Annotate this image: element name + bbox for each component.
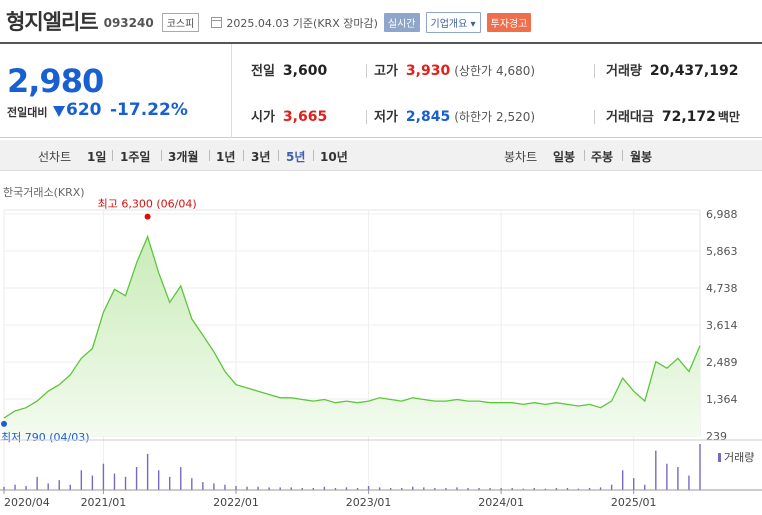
- lower-limit-value: 2,520): [496, 110, 536, 124]
- stock-header: 형지엘리트 093240 코스피 2025.04.03 기준(KRX 장마감) …: [0, 0, 762, 42]
- divider: [366, 64, 367, 78]
- stat-high-label: 고가: [374, 64, 398, 79]
- line-chart-label: 선차트: [38, 150, 72, 164]
- y-tick-label: 4,738: [706, 282, 738, 295]
- max-price-label: 최고 6,300 (06/04): [98, 198, 197, 211]
- stat-low-label: 저가: [374, 110, 398, 125]
- stat-amount-unit: 백만: [717, 110, 740, 124]
- divider: [594, 64, 595, 78]
- period-10y[interactable]: 10년: [320, 150, 348, 164]
- stat-volume: 거래량 20,437,192: [606, 60, 738, 79]
- period-3y[interactable]: 3년: [251, 150, 271, 164]
- price-change-percent: -17.22%: [110, 100, 188, 120]
- company-info-label: 기업개요: [430, 19, 468, 30]
- volume-legend-label: 거래량: [724, 451, 754, 464]
- stat-low-value: 2,845: [405, 109, 451, 125]
- stat-low: 저가 2,845 (하한가 2,520): [374, 106, 535, 125]
- y-tick-label: 6,988: [706, 208, 738, 221]
- price-chart: 6,988 5,863 4,738 3,614 2,489 1,364 239 2020/04…: [0, 198, 762, 509]
- stock-code: 093240: [103, 16, 154, 30]
- company-info-dropdown[interactable]: 기업개요 ▾: [425, 12, 481, 33]
- stat-volume-value: 20,437,192: [649, 63, 739, 79]
- period-1d[interactable]: 1일: [87, 150, 107, 164]
- stat-prev-label: 전일: [251, 64, 275, 79]
- upper-limit-value: 4,680): [496, 64, 536, 78]
- price-line: [3, 234, 701, 419]
- x-tick-label: 2022/01: [213, 496, 259, 509]
- min-price-label: 최저 790 (04/03): [1, 431, 90, 444]
- triangle-down-icon: [53, 106, 65, 117]
- y-tick-label: 2,489: [706, 356, 738, 369]
- investment-warning-badge[interactable]: 투자경고: [486, 13, 532, 32]
- divider: [209, 150, 210, 161]
- period-selector-bar: 선차트 1일 1주일 3개월 1년 3년 5년 10년 봉차트 일봉 주봉 월봉: [0, 140, 762, 171]
- y-tick-label: 1,364: [706, 393, 738, 406]
- divider: [112, 150, 113, 161]
- upper-limit-label: (상한가: [454, 64, 493, 78]
- realtime-button[interactable]: 실시간: [383, 13, 420, 32]
- stat-amount-label: 거래대금: [606, 110, 654, 125]
- stat-open: 시가 3,665: [251, 106, 327, 125]
- period-5y[interactable]: 5년: [286, 150, 306, 164]
- calendar-icon: [211, 17, 223, 28]
- candle-daily[interactable]: 일봉: [553, 150, 576, 164]
- price-change: 620: [66, 100, 102, 120]
- y-tick-label: 239: [706, 430, 727, 443]
- volume-legend-swatch: [718, 453, 721, 462]
- y-tick-label: 5,863: [706, 245, 738, 258]
- stock-name: 형지엘리트: [6, 10, 99, 34]
- divider: [366, 110, 367, 124]
- x-tick-label: 2021/01: [81, 496, 127, 509]
- stat-amount-value: 72,172: [661, 109, 716, 125]
- candle-chart-label: 봉차트: [504, 150, 538, 164]
- stat-prev: 전일 3,600: [251, 60, 327, 79]
- divider: [243, 150, 244, 161]
- divider: [313, 150, 314, 161]
- stat-prev-value: 3,600: [282, 63, 328, 79]
- divider: [622, 150, 623, 161]
- divider: [594, 110, 595, 124]
- x-tick-label: 2024/01: [478, 496, 524, 509]
- x-tick-label: 2020/04: [4, 496, 50, 509]
- candle-weekly[interactable]: 주봉: [591, 150, 614, 164]
- stat-high: 고가 3,930 (상한가 4,680): [374, 60, 535, 79]
- max-price-marker: [144, 213, 151, 220]
- market-badge: 코스피: [161, 13, 200, 32]
- quote-date: 2025.04.03 기준(KRX 장마감): [226, 16, 378, 30]
- x-tick-label: 2025/01: [611, 496, 657, 509]
- y-tick-label: 3,614: [706, 319, 738, 332]
- period-1y[interactable]: 1년: [216, 150, 236, 164]
- stat-amount: 거래대금 72,172 백만: [606, 106, 740, 125]
- stat-volume-label: 거래량: [606, 64, 642, 79]
- change-label: 전일대비: [7, 106, 48, 119]
- stat-open-label: 시가: [251, 110, 275, 125]
- chart-source: 한국거래소(KRX): [3, 186, 85, 199]
- price-area: [4, 236, 700, 436]
- x-tick-label: 2023/01: [346, 496, 392, 509]
- candle-monthly[interactable]: 월봉: [630, 150, 653, 164]
- divider: [278, 150, 279, 161]
- min-price-marker: [1, 420, 7, 427]
- price-summary: 2,980 전일대비 620 -17.22% 전일 3,600 고가 3,930…: [0, 42, 762, 138]
- divider: [161, 150, 162, 161]
- chevron-down-icon: ▾: [470, 19, 476, 30]
- current-price-box: 2,980 전일대비 620 -17.22%: [0, 44, 232, 138]
- lower-limit-label: (하한가: [454, 110, 493, 124]
- period-3m[interactable]: 3개월: [168, 150, 199, 164]
- stat-high-value: 3,930: [405, 63, 451, 79]
- current-price: 2,980: [7, 62, 104, 100]
- period-1w[interactable]: 1주일: [120, 150, 151, 164]
- divider: [584, 150, 585, 161]
- stat-open-value: 3,665: [282, 109, 328, 125]
